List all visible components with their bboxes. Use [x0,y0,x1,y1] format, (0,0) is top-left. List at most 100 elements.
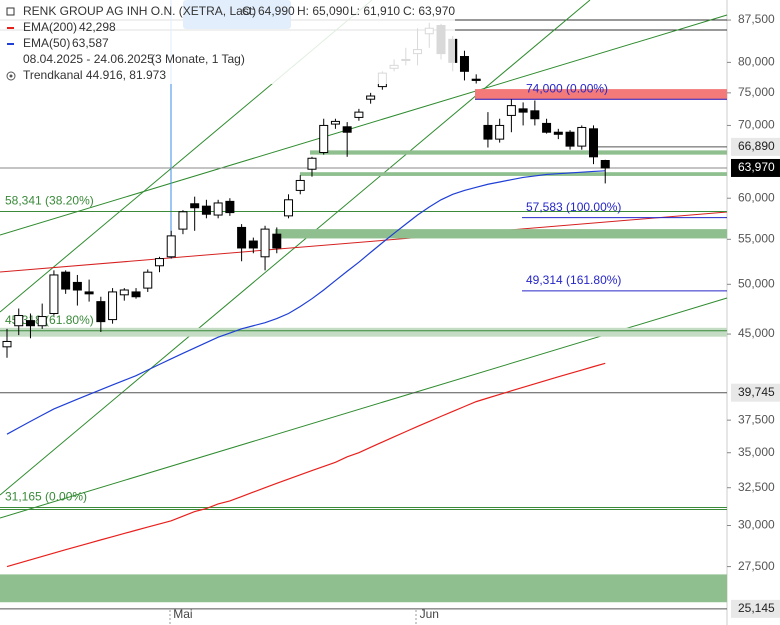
candle-body [166,235,176,258]
y-tick-label: 70,000 [738,118,775,132]
legend-icon [6,7,15,16]
candle-body [2,340,12,348]
x-tick-label: Mai [173,607,192,621]
legend-title: RENK GROUP AG INH O.N. (XETRA, Last) [23,4,256,18]
y-tick-label: 50,000 [738,276,775,290]
price-tag [731,383,780,402]
y-tick-label: 55,000 [738,231,775,245]
candle-body [530,110,540,120]
candle-body [495,124,505,140]
candle-body [190,203,200,209]
level-label: 57,583 (100.00%) [526,200,621,214]
candle-body [272,233,282,249]
legend-value: 42,298 [79,20,116,34]
candle-body [260,228,270,258]
legend-trendkanal: Trendkanal 44.916, 81.973 [23,68,166,82]
ema-line [6,362,606,568]
price-tag-label: 25,145 [738,601,775,615]
legend-icon [6,71,16,81]
candle-body [248,240,258,249]
legend-bg [0,0,455,84]
price-tag-label: 63,970 [738,160,775,174]
candle-body [506,105,516,116]
candle-body [483,124,493,140]
candle-body [143,271,153,289]
candle-body [225,200,235,214]
zone [475,89,727,100]
candle-body [131,291,141,298]
y-tick-label: 30,000 [738,518,775,532]
legend: RENK GROUP AG INH O.N. (XETRA, Last) O: … [0,0,455,84]
candle-body [284,199,294,217]
candle-body [72,281,82,291]
price-tag-label: 66,890 [738,139,775,153]
candle-body [330,120,340,125]
candle-body [295,179,305,191]
candle-body [542,122,552,133]
candle-body [565,131,575,147]
level-label: 58,341 (38.20%) [5,194,94,208]
candle-body [307,157,317,170]
candle-body [471,78,481,81]
candle-body [96,301,106,323]
candle-body [154,258,164,267]
y-tick-label: 45,000 [738,326,775,340]
price-tag-label: 39,745 [738,385,775,399]
legend-name: EMA(50) [23,36,70,50]
legend-ohlc: O: 64,990 [242,4,295,18]
x-tick-label: Jun [420,607,439,621]
y-tick-label: 80,000 [738,55,775,69]
level-label: 31,165 (0.00%) [5,490,87,504]
zone [0,327,727,337]
y-tick-label: 87,500 [738,12,775,26]
candle-body [600,159,610,169]
candle-body [553,131,563,135]
price-tag [731,158,780,177]
legend-period-note: (3 Monate, 1 Tag) [151,52,245,66]
price-tag [731,599,780,618]
candle-body [459,56,469,72]
y-tick-label: 75,000 [738,85,775,99]
candle-body [589,128,598,158]
candle-body [201,205,211,215]
candle-body [108,291,118,321]
candle-body [366,95,376,100]
zone [275,229,727,239]
level-label: 49,314 (161.80%) [526,273,621,287]
y-tick-label: 35,000 [738,445,775,459]
candle-body [84,291,94,295]
candle-body [25,320,35,327]
level-label: 74,000 (0.00%) [526,81,608,95]
legend-ohlc: C: 63,970 [403,4,455,18]
candle-body [37,316,47,327]
legend-ohlc: L: 61,910 [350,4,400,18]
zone [300,172,727,176]
trend-line [0,211,728,273]
y-tick-label: 27,500 [738,559,775,573]
zone [310,150,727,155]
ema-line [6,170,606,435]
price-tag [731,137,780,156]
candle-body [342,126,352,133]
legend-period: 08.04.2025 - 24.06.2025 [23,52,154,66]
candle-body [61,271,71,290]
legend-value: 63,587 [72,36,109,50]
y-tick-label: 32,500 [738,480,775,494]
y-tick-label: 37,500 [738,412,775,426]
candle-body [178,211,188,230]
candle-body [14,315,24,327]
legend-name: EMA(200) [23,20,77,34]
legend-icon [9,74,13,78]
candle-body [237,226,247,249]
candle-body [49,274,59,315]
candle-body [354,111,364,118]
candle-body [213,202,223,216]
candle-body [319,124,329,154]
trend-line [0,14,728,236]
candle-body [518,108,528,113]
legend-ohlc: H: 65,090 [297,4,349,18]
y-tick-label: 60,000 [738,190,775,204]
candle-body [577,126,587,147]
